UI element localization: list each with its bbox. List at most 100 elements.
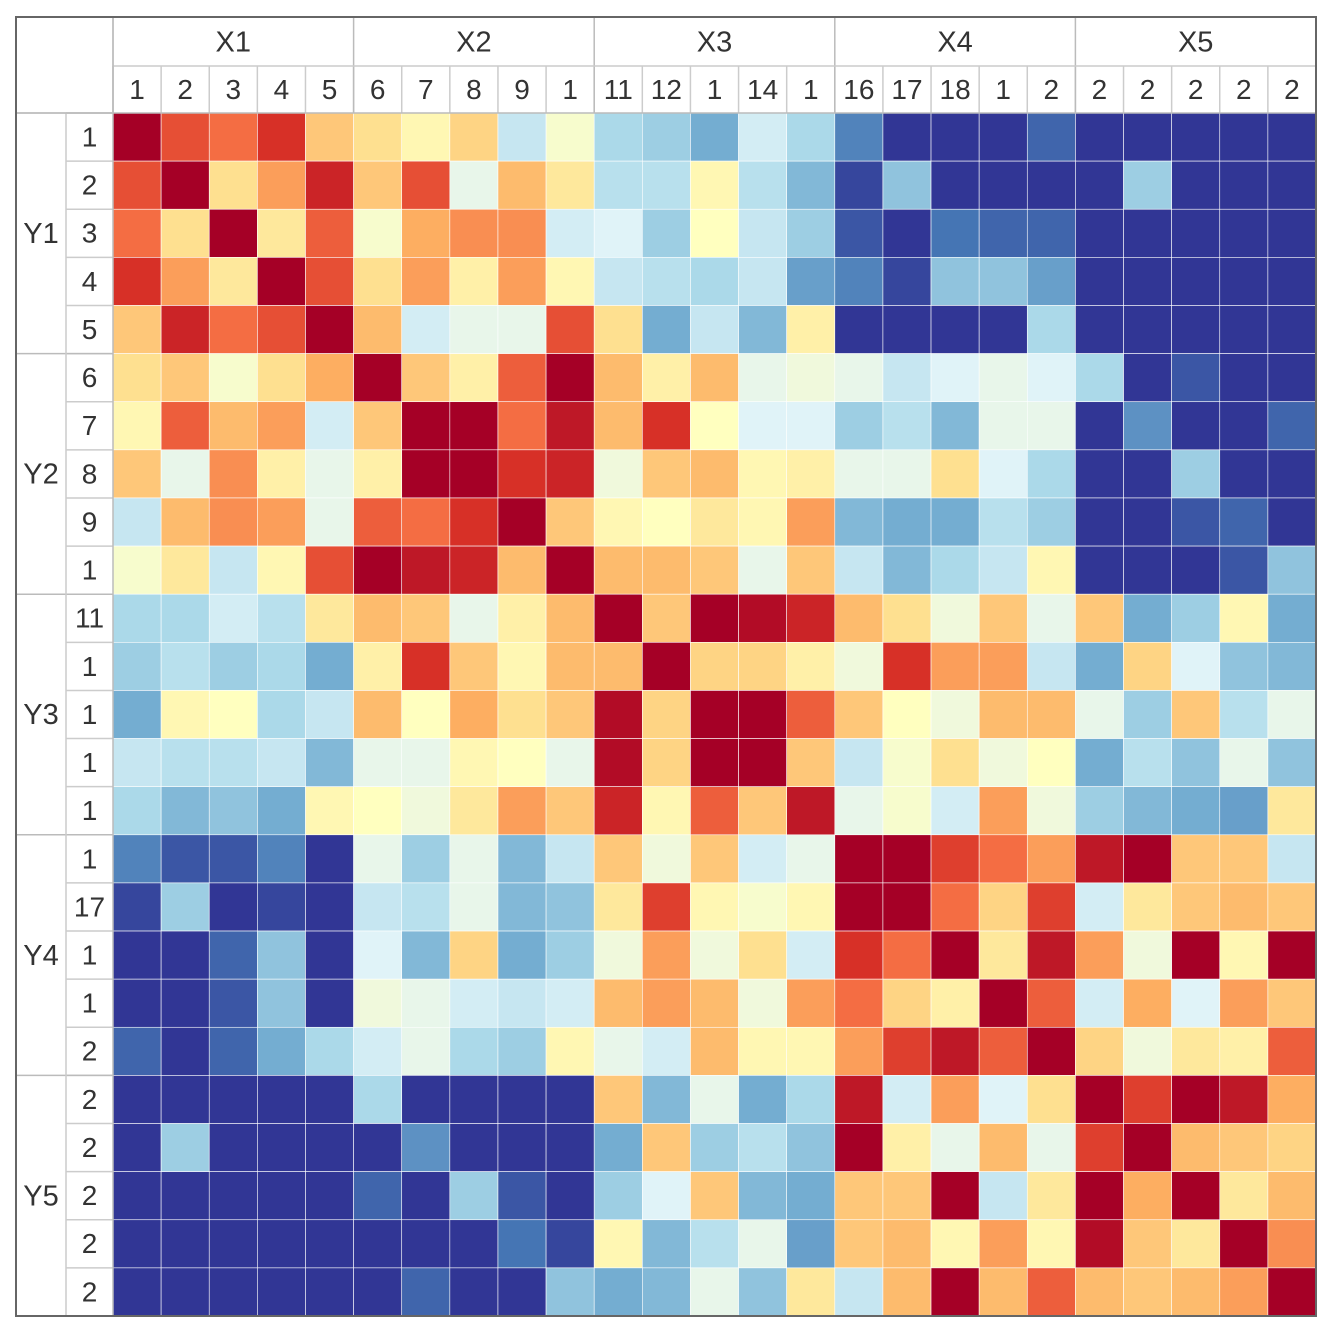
x-tick-label: 1 [562, 74, 578, 105]
heatmap-cell [353, 738, 403, 787]
heatmap-cell [642, 834, 691, 884]
heatmap-cell [208, 1219, 258, 1269]
heatmap-cell [882, 1267, 932, 1317]
heatmap-cell [1219, 930, 1269, 980]
heatmap-cell [834, 1171, 884, 1221]
heatmap-cell [208, 834, 258, 884]
heatmap-cell [834, 353, 884, 403]
heatmap-cell [690, 882, 739, 932]
heatmap-cell [738, 545, 787, 595]
heatmap-cell [449, 208, 499, 258]
heatmap-cell [930, 257, 980, 306]
heatmap-cell [257, 834, 306, 884]
y-tick-label: 2 [82, 170, 98, 201]
x-tick-label: 18 [940, 74, 971, 105]
heatmap-cell [353, 786, 403, 836]
heatmap-cell [257, 1075, 306, 1124]
heatmap-cell [930, 545, 980, 595]
heatmap-cell [160, 786, 210, 836]
heatmap-cell [1026, 978, 1076, 1028]
heatmap-cell [497, 930, 547, 980]
heatmap-cell [1219, 257, 1269, 306]
heatmap-cell [1267, 1171, 1317, 1221]
heatmap-cell [593, 545, 643, 595]
heatmap-cell [593, 305, 643, 354]
heatmap-cell [834, 1075, 884, 1124]
heatmap-cell [978, 1171, 1028, 1221]
heatmap-cell [1026, 305, 1076, 354]
heatmap-cell [978, 305, 1028, 354]
heatmap-cell [786, 738, 836, 787]
heatmap-cell [112, 642, 162, 691]
heatmap-cell [160, 305, 210, 354]
heatmap-cell [1123, 738, 1172, 787]
heatmap-cell [545, 1267, 595, 1317]
heatmap-cell [305, 690, 354, 739]
heatmap-cell [112, 449, 162, 499]
heatmap-cell [1171, 1171, 1221, 1221]
heatmap-cell [834, 1267, 884, 1317]
heatmap-cell [1267, 208, 1317, 258]
heatmap-cell [786, 1123, 836, 1172]
heatmap-cell [112, 593, 162, 643]
heatmap-cell [1123, 1267, 1172, 1317]
heatmap-cell [257, 1123, 306, 1172]
heatmap-cell [497, 305, 547, 354]
heatmap-cell [642, 208, 691, 258]
heatmap-cell [1219, 1219, 1269, 1269]
heatmap-cell [1219, 497, 1269, 547]
heatmap-cell [642, 545, 691, 595]
heatmap-cell [305, 305, 354, 354]
heatmap-cell [738, 497, 787, 547]
heatmap-cell [1219, 1026, 1269, 1076]
heatmap-cell [401, 642, 451, 691]
heatmap-cell [208, 1267, 258, 1317]
heatmap-cell [930, 305, 980, 354]
heatmap-cell [882, 1123, 932, 1172]
heatmap-cell [1075, 160, 1124, 210]
heatmap-cell [786, 353, 836, 403]
heatmap-cell [401, 786, 451, 836]
heatmap-cell [786, 1171, 836, 1221]
heatmap-cell [642, 112, 691, 162]
heatmap-cell [449, 882, 499, 932]
heatmap-cell [834, 690, 884, 739]
heatmap-cell [160, 930, 210, 980]
heatmap-cell [642, 1075, 691, 1124]
heatmap-cell [1171, 497, 1221, 547]
heatmap-cell [208, 690, 258, 739]
heatmap-cell [497, 834, 547, 884]
heatmap-cell [786, 257, 836, 306]
heatmap-cell [978, 160, 1028, 210]
heatmap-cell [593, 1171, 643, 1221]
heatmap-cell [1026, 160, 1076, 210]
heatmap-cell [545, 738, 595, 787]
heatmap-cell [449, 353, 499, 403]
heatmap-cell [978, 545, 1028, 595]
heatmap-cell [401, 112, 451, 162]
heatmap-cell [1171, 545, 1221, 595]
heatmap-cell [690, 690, 739, 739]
heatmap-cell [690, 353, 739, 403]
heatmap-cell [882, 545, 932, 595]
heatmap-cell [882, 690, 932, 739]
heatmap-cell [738, 593, 787, 643]
heatmap-cell [978, 930, 1028, 980]
heatmap-cell [1123, 208, 1172, 258]
heatmap-cell [160, 1075, 210, 1124]
heatmap-cell [834, 401, 884, 451]
heatmap-cell [160, 1123, 210, 1172]
heatmap-cell [1171, 305, 1221, 354]
heatmap-cell [401, 1219, 451, 1269]
heatmap-cell [1219, 882, 1269, 932]
heatmap-cell [834, 1026, 884, 1076]
heatmap-cell [738, 978, 787, 1028]
heatmap-cell [978, 738, 1028, 787]
heatmap-cell [930, 1219, 980, 1269]
heatmap-cell [593, 593, 643, 643]
x-group-label: X2 [456, 27, 491, 59]
heatmap-cell [1267, 1219, 1317, 1269]
heatmap-cell [593, 690, 643, 739]
heatmap-cell [353, 160, 403, 210]
heatmap-cell [738, 1026, 787, 1076]
